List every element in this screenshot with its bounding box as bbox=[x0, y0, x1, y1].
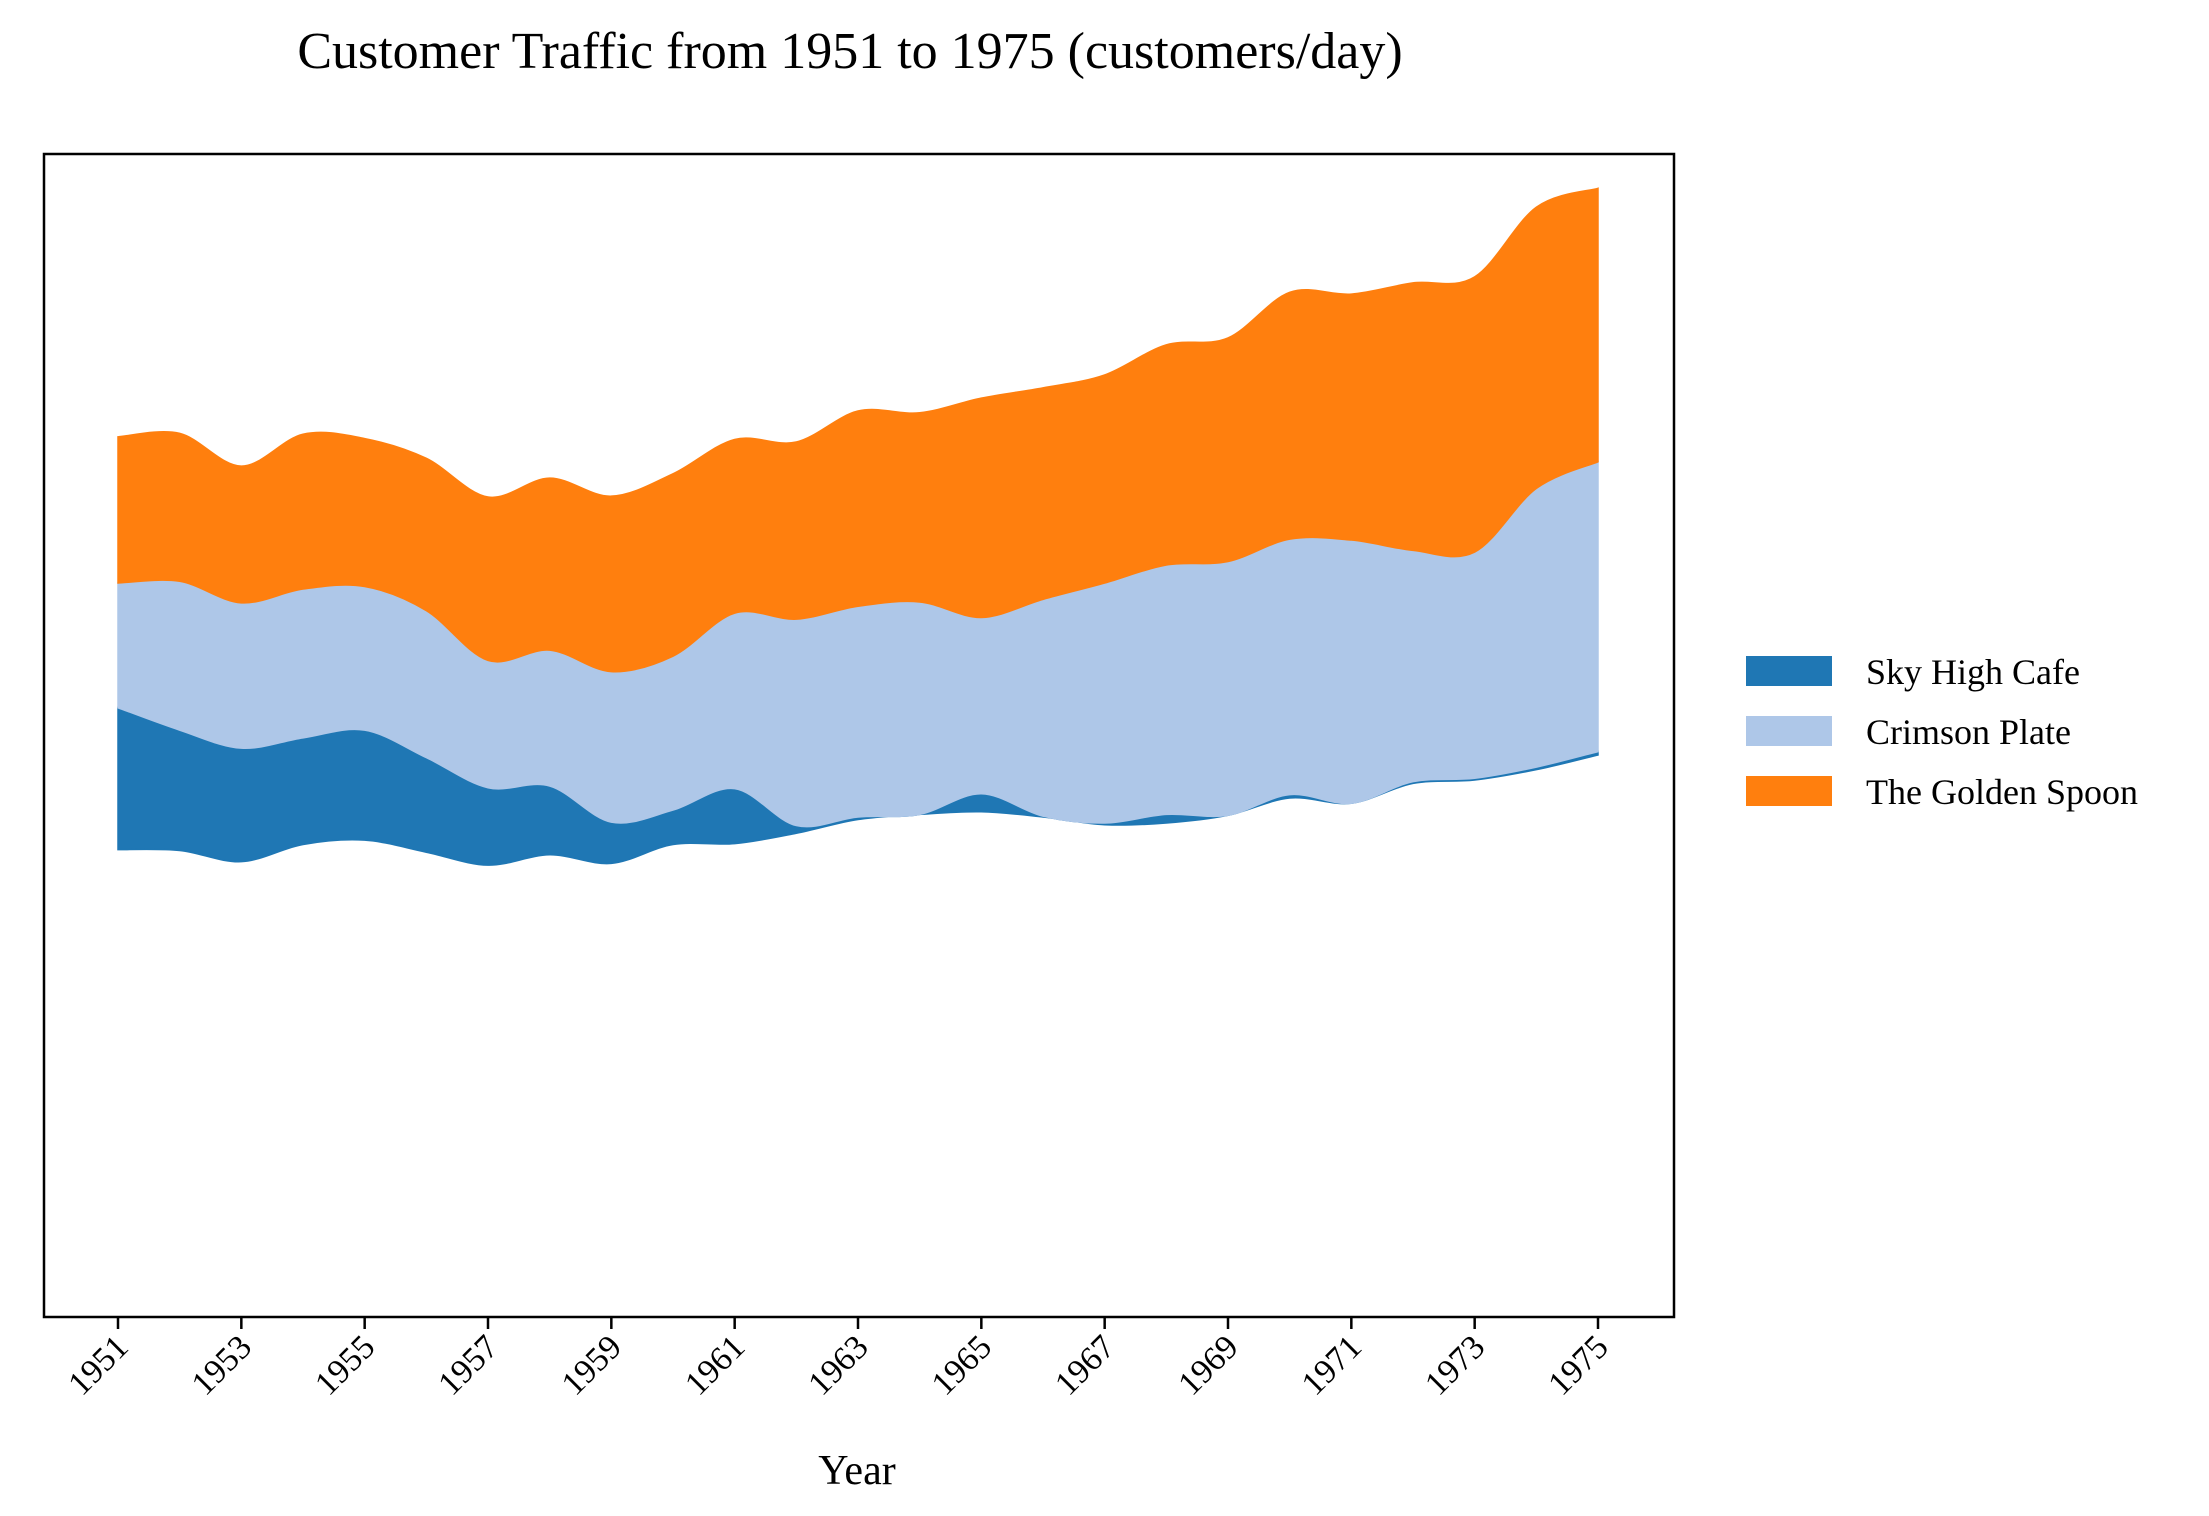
legend-swatch bbox=[1746, 776, 1832, 806]
stream-areas bbox=[117, 187, 1599, 866]
x-tick-label: 1953 bbox=[185, 1328, 259, 1402]
legend-label: The Golden Spoon bbox=[1866, 772, 2138, 812]
legend-label: Crimson Plate bbox=[1866, 712, 2071, 752]
legend-swatch bbox=[1746, 656, 1832, 686]
legend-label: Sky High Cafe bbox=[1866, 652, 2080, 692]
x-tick-label: 1963 bbox=[801, 1328, 875, 1402]
legend-swatch bbox=[1746, 716, 1832, 746]
x-tick-label: 1971 bbox=[1295, 1328, 1369, 1402]
chart-title: Customer Traffic from 1951 to 1975 (cust… bbox=[297, 23, 1403, 80]
x-axis-label: Year bbox=[818, 1448, 895, 1494]
x-tick-label: 1951 bbox=[61, 1328, 135, 1402]
x-tick-label: 1973 bbox=[1418, 1328, 1492, 1402]
legend: Sky High Cafe Crimson Plate The Golden Spo… bbox=[1746, 652, 2138, 812]
x-tick-label: 1969 bbox=[1171, 1328, 1245, 1402]
x-tick-label: 1967 bbox=[1048, 1328, 1122, 1402]
x-tick-label: 1955 bbox=[308, 1328, 382, 1402]
x-tick-label: 1959 bbox=[555, 1328, 629, 1402]
x-axis: 1951 1953 1955 1957 1959 1961 1963 1965 1967 1969… bbox=[61, 1317, 1616, 1403]
stream-the-golden-spoon bbox=[117, 187, 1599, 673]
x-tick-label: 1975 bbox=[1541, 1328, 1615, 1402]
x-tick-label: 1957 bbox=[431, 1328, 505, 1402]
x-tick-label: 1961 bbox=[678, 1328, 752, 1402]
x-tick-label: 1965 bbox=[925, 1328, 999, 1402]
